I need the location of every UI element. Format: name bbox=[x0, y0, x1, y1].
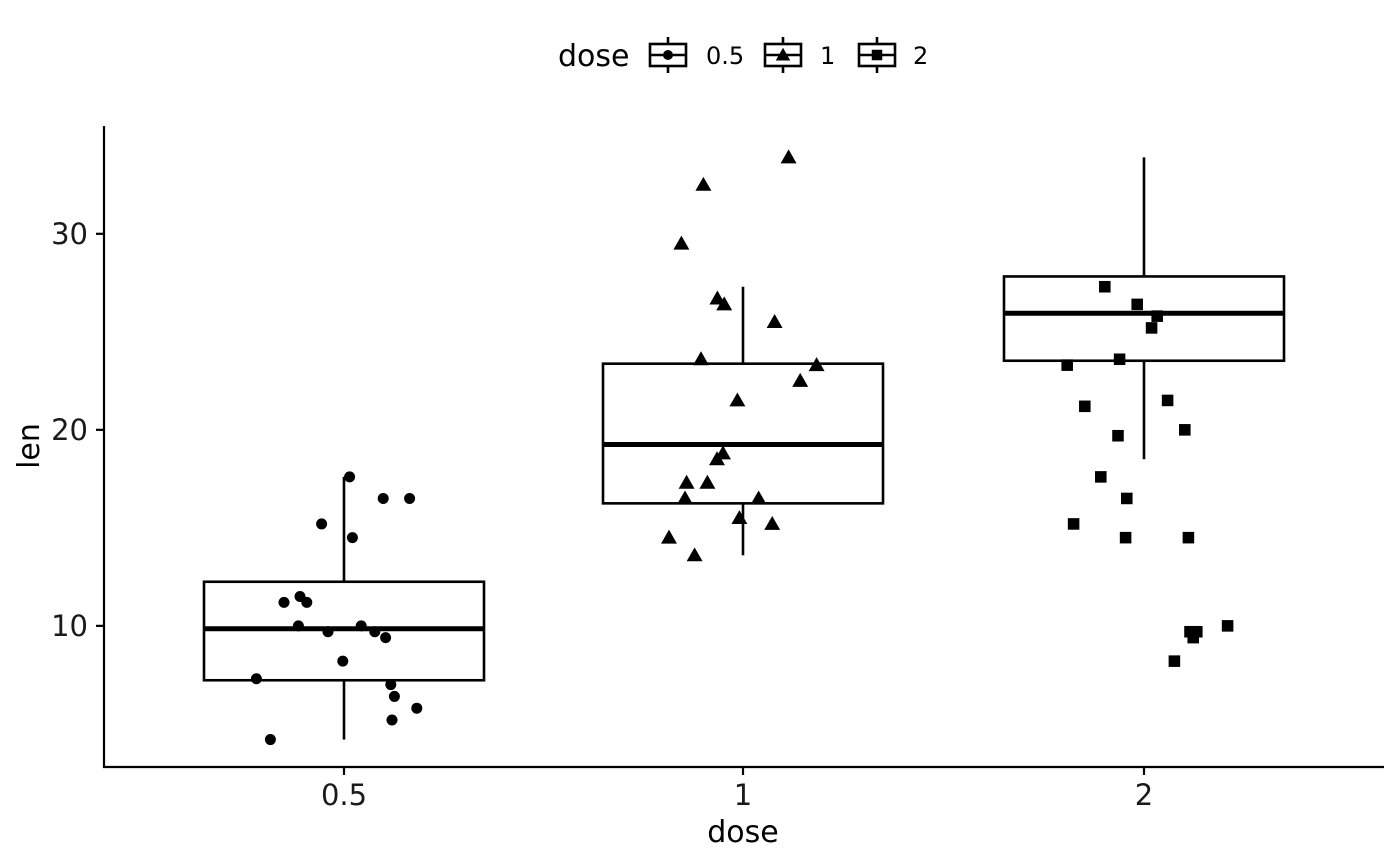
data-point-square bbox=[1151, 310, 1163, 322]
data-point-square bbox=[1113, 353, 1126, 366]
data-point-circle bbox=[292, 620, 304, 632]
data-point-triangle bbox=[808, 357, 825, 372]
legend-key-1: 1 bbox=[763, 37, 835, 73]
box bbox=[1002, 275, 1286, 363]
data-point-circle bbox=[344, 471, 356, 483]
data-point-triangle bbox=[792, 372, 809, 387]
data-point-circle bbox=[377, 492, 389, 504]
box-group-0.5 bbox=[202, 476, 486, 740]
legend-key-0.5: 0.5 bbox=[648, 37, 744, 73]
points-1 bbox=[661, 149, 825, 562]
data-point-circle bbox=[388, 690, 400, 702]
data-point-circle bbox=[369, 626, 381, 638]
data-point-circle bbox=[385, 679, 397, 691]
data-point-triangle bbox=[677, 490, 693, 505]
data-point-square bbox=[1191, 625, 1203, 638]
data-point-square bbox=[1095, 471, 1107, 483]
data-point-circle bbox=[411, 702, 423, 714]
data-point-triangle bbox=[709, 290, 726, 305]
data-point-triangle bbox=[780, 149, 797, 164]
legend-label: 2 bbox=[913, 42, 928, 70]
data-point-triangle bbox=[673, 235, 690, 250]
legend-label: 0.5 bbox=[706, 42, 744, 70]
data-point-square bbox=[1179, 424, 1191, 436]
y-tick-label: 20 bbox=[51, 413, 88, 447]
data-point-circle bbox=[301, 596, 313, 608]
data-point-square bbox=[1067, 518, 1080, 530]
data-point-circle bbox=[250, 673, 262, 685]
data-point-circle bbox=[386, 714, 398, 726]
data-point-square bbox=[1187, 631, 1199, 644]
data-point-triangle bbox=[750, 490, 767, 505]
points-2 bbox=[1061, 280, 1234, 667]
data-point-circle bbox=[355, 620, 367, 632]
data-point-triangle bbox=[764, 515, 781, 530]
data-point-square bbox=[1182, 531, 1195, 544]
data-point-square bbox=[1121, 492, 1133, 505]
data-point-circle bbox=[404, 492, 416, 504]
data-point-triangle bbox=[686, 547, 703, 562]
data-point-triangle bbox=[775, 47, 791, 61]
data-point-square bbox=[1112, 429, 1124, 442]
data-point-square bbox=[1099, 280, 1111, 293]
data-point-circle bbox=[322, 626, 334, 638]
data-point-circle bbox=[278, 596, 290, 608]
data-point-square bbox=[871, 49, 883, 61]
box-group-1 bbox=[601, 286, 885, 556]
data-point-triangle bbox=[709, 451, 725, 466]
y-tick-label: 30 bbox=[51, 217, 88, 251]
data-point-square bbox=[1221, 620, 1234, 632]
data-point-square bbox=[1145, 322, 1158, 334]
points-0.5 bbox=[250, 471, 423, 746]
plot-area bbox=[202, 149, 1286, 746]
data-point-square bbox=[1131, 298, 1143, 311]
x-axis-title: dose bbox=[707, 815, 778, 850]
x-tick-label: 2 bbox=[1135, 778, 1153, 812]
data-point-triangle bbox=[699, 474, 716, 489]
data-point-circle bbox=[346, 532, 358, 544]
data-point-triangle bbox=[731, 510, 748, 525]
y-tick-label: 10 bbox=[51, 609, 88, 643]
data-point-square bbox=[1079, 400, 1091, 413]
data-point-circle bbox=[337, 655, 349, 667]
data-point-triangle bbox=[678, 474, 695, 489]
box-group-2 bbox=[1002, 157, 1286, 460]
x-tick-label: 1 bbox=[734, 778, 752, 812]
x-axis: 0.5 1 2 bbox=[321, 767, 1153, 812]
data-point-triangle bbox=[661, 529, 677, 544]
legend-key-2: 2 bbox=[857, 37, 928, 73]
x-tick-label: 0.5 bbox=[321, 778, 367, 812]
data-point-square bbox=[1119, 531, 1132, 544]
box bbox=[601, 362, 885, 505]
legend: dose 0.5 1 2 bbox=[558, 37, 928, 74]
y-axis: 10 20 30 bbox=[51, 217, 104, 643]
data-point-square bbox=[1161, 394, 1174, 407]
data-point-circle bbox=[380, 632, 392, 644]
data-point-square bbox=[1184, 625, 1196, 638]
data-point-square bbox=[1061, 359, 1073, 371]
data-point-triangle bbox=[695, 176, 712, 191]
data-point-circle bbox=[663, 50, 673, 60]
data-point-triangle bbox=[766, 314, 783, 329]
data-point-circle bbox=[264, 734, 276, 746]
data-point-square bbox=[1168, 655, 1181, 667]
data-point-triangle bbox=[693, 351, 709, 366]
legend-title: dose bbox=[558, 39, 629, 74]
data-point-circle bbox=[316, 518, 328, 530]
legend-label: 1 bbox=[820, 42, 835, 70]
data-point-triangle bbox=[729, 392, 746, 407]
y-axis-title: len bbox=[12, 423, 47, 469]
